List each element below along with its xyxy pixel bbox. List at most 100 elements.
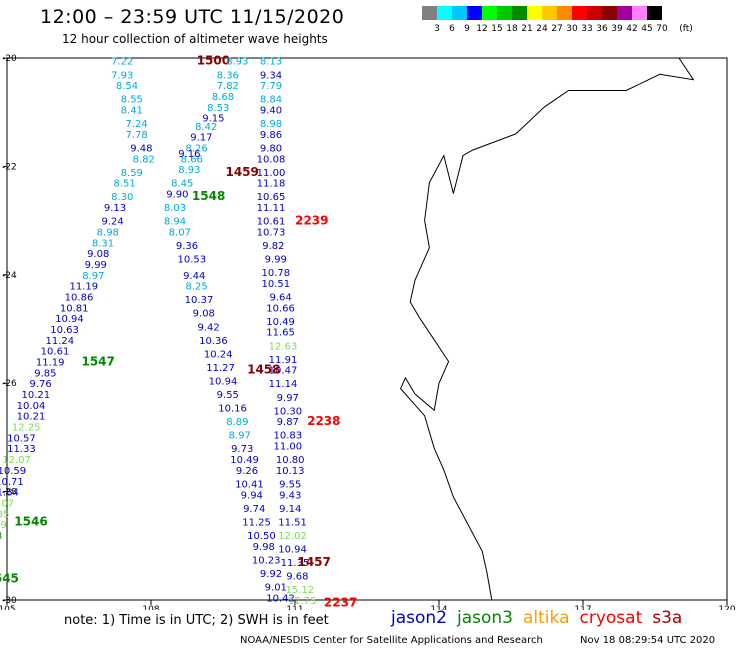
wave-height-value: 10.08 <box>257 154 286 165</box>
wave-height-value: 11.27 <box>206 363 235 374</box>
wave-height-value: 10.83 <box>273 431 302 442</box>
wave-height-value: 10.13 <box>276 466 305 477</box>
lon-tick-label: 111 <box>286 605 303 610</box>
wave-height-value: 11.84 <box>0 488 19 499</box>
wave-height-value: 9.55 <box>217 390 239 401</box>
wave-height-value: 9.68 <box>286 572 308 583</box>
wave-height-value: 9.73 <box>231 444 253 455</box>
wave-height-value: 10.04 <box>17 401 46 412</box>
wave-height-value: 9.14 <box>279 504 301 515</box>
wave-height-value: 9.82 <box>262 241 284 252</box>
legend-label: 18 <box>506 24 518 34</box>
wave-height-value: 9.55 <box>279 479 301 490</box>
wave-height-value: 12.63 <box>269 341 298 352</box>
wave-height-value: 11.51 <box>278 517 307 528</box>
wave-height-value: 11.19 <box>69 282 98 293</box>
satellite-legend: jason2 jason3 altika cryosat s3a <box>391 608 692 628</box>
wave-height-value: 8.42 <box>195 122 217 133</box>
wave-height-value: 8.97 <box>229 431 251 442</box>
wave-height-value: 7.93 <box>111 70 133 81</box>
wave-height-value: 10.78 <box>261 268 290 279</box>
wave-height-value: 9.92 <box>260 569 282 580</box>
pass-time-label: 1546 <box>14 514 47 528</box>
wave-height-value: 9.36 <box>176 241 198 252</box>
satellite-cryosat: cryosat <box>579 608 643 628</box>
lon-tick-label: 108 <box>142 605 159 610</box>
wave-height-value: 10.50 <box>247 531 276 542</box>
wave-height-value: 8.31 <box>92 238 114 249</box>
wave-height-value: 7.22 <box>111 57 133 68</box>
legend-label: 45 <box>641 24 653 34</box>
wave-height-value: 9.43 <box>279 490 301 501</box>
legend-label: 9 <box>464 24 470 34</box>
wave-height-value: 10.49 <box>230 455 259 466</box>
wave-height-value: 9.86 <box>260 130 282 141</box>
legend-swatch <box>557 6 572 20</box>
wave-height-value: 9.16 <box>178 149 200 160</box>
legend-label: 27 <box>551 24 563 34</box>
wave-height-value: 10.66 <box>266 303 295 314</box>
wave-height-value: 11.35 <box>281 558 310 569</box>
page-title: 12:00 – 23:59 UTC 11/15/2020 <box>40 6 345 28</box>
wave-height-value: 8.36 <box>217 70 239 81</box>
wave-height-value: 11.91 <box>269 355 298 366</box>
wave-height-value: 8.53 <box>207 103 229 114</box>
pass-time-label: 2237 <box>324 596 357 610</box>
lat-tick-label: -26 <box>2 379 17 389</box>
wave-height-value: 9.13 <box>104 203 126 214</box>
wave-height-value: 12.07 <box>0 498 14 509</box>
wave-height-value: 8.89 <box>226 417 248 428</box>
wave-height-value: 9.08 <box>87 249 109 260</box>
wave-height-value: 9.26 <box>236 466 258 477</box>
wave-height-value: 8.97 <box>82 271 104 282</box>
wave-height-value: 12.07 <box>2 455 31 466</box>
lat-tick-label: -20 <box>2 54 17 64</box>
wave-height-value: 8.98 <box>260 119 282 130</box>
legend-swatch <box>437 6 452 20</box>
wave-height-value: 10.73 <box>257 227 286 238</box>
wave-height-value: 9.24 <box>101 217 123 228</box>
wave-height-value: 7.24 <box>125 119 147 130</box>
wave-height-value: 10.61 <box>41 347 70 358</box>
wave-height-value: 15.38 <box>0 531 2 542</box>
wave-height-value: 10.94 <box>209 376 238 387</box>
wave-height-value: 14.85 <box>0 509 9 520</box>
pass-time-label: 1458 <box>247 363 280 377</box>
wave-height-value: 9.85 <box>34 368 56 379</box>
wave-height-value: 8.51 <box>113 179 135 190</box>
generation-timestamp: Nov 18 08:29:54 UTC 2020 <box>580 635 716 646</box>
pass-time-label: 1548 <box>192 189 225 203</box>
wave-height-value: 12.02 <box>278 531 307 542</box>
wave-height-value: 8.66 <box>181 154 203 165</box>
legend-label: 24 <box>536 24 548 34</box>
legend-swatch <box>617 6 632 20</box>
pass-time-label: 1459 <box>225 165 258 179</box>
wave-height-value: 12.75 <box>288 596 317 607</box>
legend-label: 3 <box>434 24 440 34</box>
wave-height-value: 8.13 <box>260 57 282 68</box>
wave-height-value: 9.74 <box>243 504 265 515</box>
wave-height-value: 9.42 <box>197 322 219 333</box>
wave-height-value: 9.34 <box>260 70 282 81</box>
wave-height-value: 11.19 <box>36 358 65 369</box>
wave-height-value: 10.86 <box>65 292 94 303</box>
pass-time-label: 1545 <box>0 571 19 585</box>
map-frame <box>6 57 728 601</box>
wave-height-value: 10.59 <box>0 466 26 477</box>
wave-height-value: 8.94 <box>164 217 186 228</box>
wave-height-value: 10.21 <box>17 412 46 423</box>
wave-height-value: 10.30 <box>273 406 302 417</box>
legend-swatch <box>482 6 497 20</box>
legend-swatch <box>647 6 662 20</box>
wave-height-value: 9.99 <box>85 260 107 271</box>
legend-label: 15 <box>491 24 503 34</box>
legend-unit: (ft) <box>679 24 693 34</box>
wave-height-value: 8.68 <box>212 92 234 103</box>
wave-height-value: 8.82 <box>133 154 155 165</box>
legend-swatch <box>542 6 557 20</box>
wave-height-value: 10.41 <box>235 479 264 490</box>
wave-height-map: 105 108 111 114 117 120 -20 -22 -24 -26 -28 -30 1500… <box>0 54 736 610</box>
wave-height-value: 11.65 <box>266 328 295 339</box>
wave-height-value: 8.07 <box>169 227 191 238</box>
satellite-altika: altika <box>523 608 570 628</box>
